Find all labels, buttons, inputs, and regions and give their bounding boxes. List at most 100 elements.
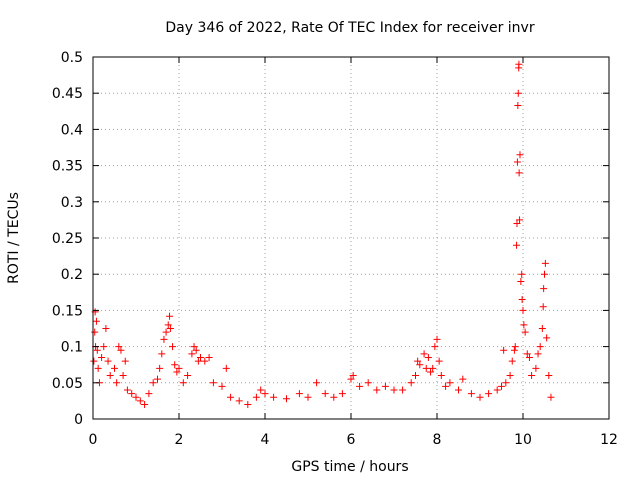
y-tick-label: 0.45 [52,86,83,102]
data-point [538,325,546,332]
y-tick-labels: 0 0.05 0.1 0.15 0.2 0.25 0.3 0.35 0.4 0.45 0.5 [52,50,83,428]
data-point [141,401,149,409]
data-point [500,346,508,354]
data-point [121,357,129,365]
x-tick-labels: 0 2 4 6 8 10 12 [89,432,618,448]
data-point [514,89,522,97]
data-point [321,390,329,398]
data-point [235,397,243,405]
data-point [420,350,428,358]
data-point [547,393,555,401]
data-point [270,393,278,401]
data-point [149,379,157,387]
data-point [160,335,168,343]
data-point [347,375,355,383]
data-point [179,379,187,387]
data-point [201,357,209,365]
data-point [455,386,462,394]
x-tick-label: 0 [89,432,98,448]
data-point [528,372,536,380]
y-axis-label: ROTI / TECUs [6,192,22,284]
data-point [166,312,174,320]
data-point [540,285,548,293]
data-point [106,372,114,380]
data-point [313,379,321,387]
x-tick-label: 12 [600,432,618,448]
data-point [541,270,548,278]
data-point [164,321,172,329]
data-point [145,390,153,398]
data-point [534,350,542,358]
data-point [90,357,98,365]
data-point [493,386,501,394]
data-point [194,357,202,365]
data-point [543,334,551,342]
x-tick-label: 4 [261,432,270,448]
data-point [257,386,265,394]
data-point [104,357,112,365]
data-point [427,368,435,376]
data-point [518,296,526,304]
x-tick-label: 6 [347,432,356,448]
data-point [525,353,533,361]
data-point [429,364,437,372]
data-point [521,328,529,336]
data-point [94,364,102,372]
data-point [437,372,445,380]
data-point [515,169,523,177]
data-point [93,346,101,354]
data-point [399,386,407,394]
data-point [520,321,528,329]
x-axis-label: GPS time / hours [291,459,408,475]
data-point [197,353,204,361]
data-point [111,364,118,372]
data-point [166,325,174,332]
data-point [412,372,419,380]
data-point [192,346,200,354]
data-point [128,390,136,398]
data-point [356,382,364,390]
data-point [222,364,230,372]
data-point [349,372,357,380]
x-tick-label: 8 [433,432,442,448]
data-point [364,379,372,387]
grid-lines [93,57,609,419]
y-tick-label: 0.5 [61,50,83,66]
data-point [171,361,179,369]
data-point [117,346,125,354]
data-point [514,102,522,110]
y-tick-label: 0.35 [52,159,83,175]
data-point [169,343,177,351]
data-point [476,393,484,401]
data-point [162,328,170,336]
data-point [502,379,510,387]
data-point [283,395,290,403]
data-point [517,277,525,285]
data-point [261,390,269,398]
data-point [338,390,346,398]
data-point [156,364,164,372]
data-point [227,393,235,401]
data-point [513,220,521,228]
data-point [304,393,312,401]
data-point [173,368,181,376]
data-point [433,335,441,343]
data-point [115,343,123,351]
data-point [209,379,217,387]
data-point [516,151,524,159]
data-point [102,325,110,332]
data-point [506,372,514,380]
data-point [252,393,260,401]
data-point [92,317,100,325]
chart-title: Day 346 of 2022, Rate Of TEC Index for r… [165,20,534,36]
data-point [373,386,381,394]
axis-ticks [92,56,610,420]
data-point [422,364,430,372]
data-point [330,393,338,401]
data-point [407,379,415,387]
data-point [295,390,303,398]
y-tick-label: 0.15 [52,303,83,319]
data-point [516,216,524,224]
data-point [414,357,422,365]
